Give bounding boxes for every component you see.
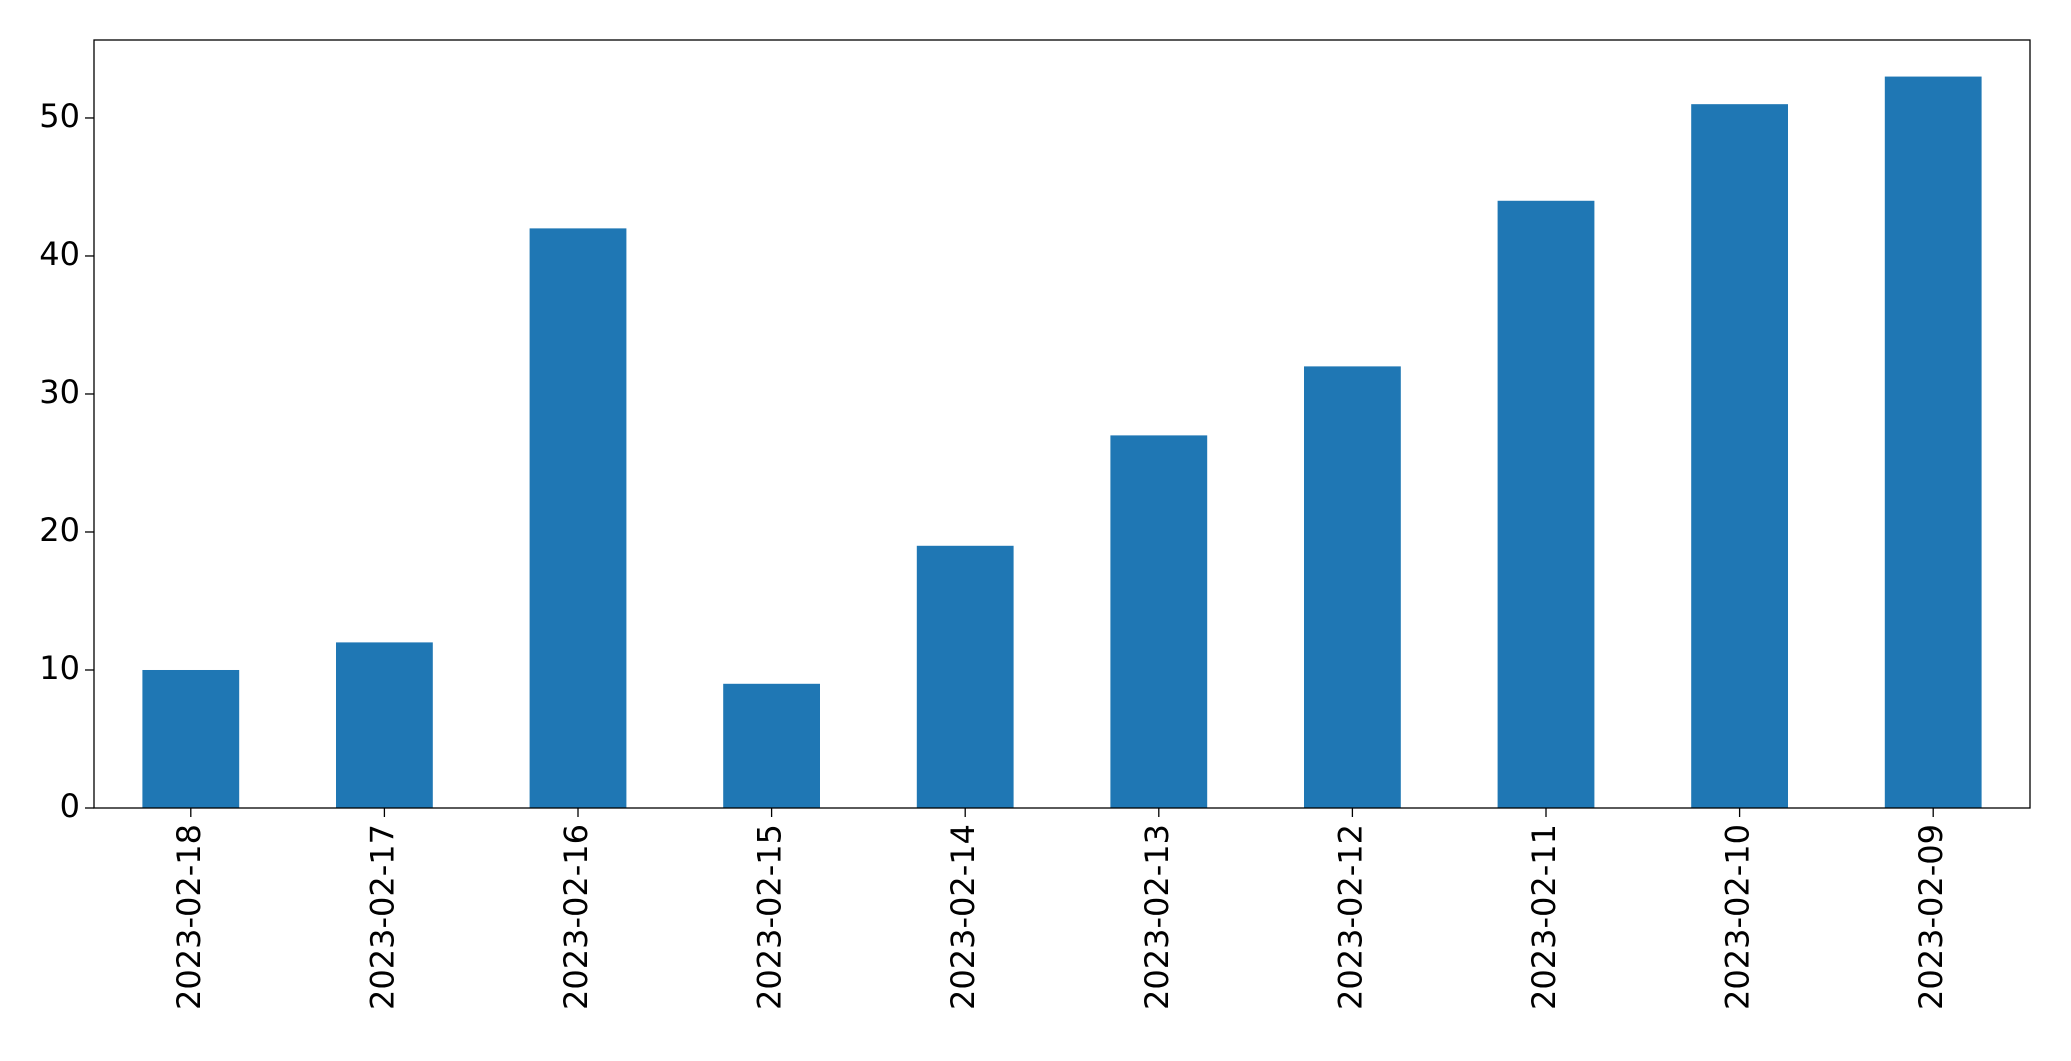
bar bbox=[1884, 76, 1982, 809]
x-tick-label: 2023-02-17 bbox=[363, 824, 401, 1010]
bar bbox=[1497, 200, 1595, 809]
y-tick-label: 10 bbox=[39, 649, 80, 687]
y-tick-label: 50 bbox=[39, 97, 80, 135]
x-tick-label: 2023-02-18 bbox=[170, 824, 208, 1010]
x-tick-label: 2023-02-10 bbox=[1719, 824, 1757, 1010]
bar bbox=[1304, 366, 1401, 808]
bar bbox=[723, 683, 820, 808]
x-tick-label: 2023-02-11 bbox=[1525, 824, 1563, 1010]
plot-frame bbox=[93, 39, 2031, 809]
y-tick-label: 20 bbox=[39, 511, 80, 549]
bar bbox=[142, 669, 240, 808]
bar bbox=[336, 642, 433, 808]
y-tick-label: 0 bbox=[60, 787, 80, 825]
x-tick-label: 2023-02-15 bbox=[751, 824, 789, 1010]
bar bbox=[529, 228, 627, 808]
bar bbox=[916, 545, 1014, 808]
x-tick-label: 2023-02-13 bbox=[1138, 824, 1176, 1010]
x-tick-label: 2023-02-16 bbox=[557, 824, 595, 1010]
x-tick-label: 2023-02-12 bbox=[1331, 824, 1369, 1010]
bar bbox=[1110, 435, 1208, 808]
x-tick-label: 2023-02-09 bbox=[1912, 824, 1950, 1010]
y-tick-label: 40 bbox=[39, 235, 80, 273]
x-tick-label: 2023-02-14 bbox=[944, 824, 982, 1010]
bar bbox=[1691, 104, 1788, 809]
y-tick-label: 30 bbox=[39, 373, 80, 411]
